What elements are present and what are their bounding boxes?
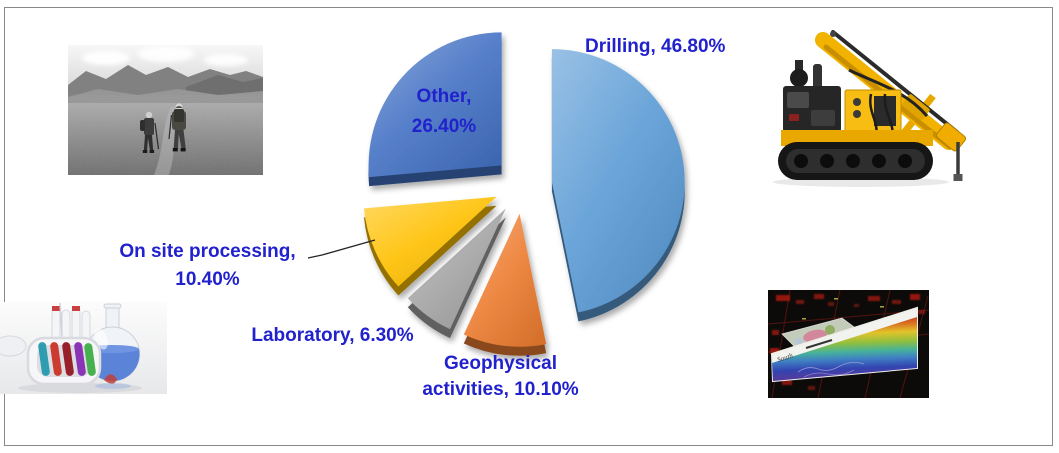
field-geologists-photo [68, 45, 263, 175]
spilled-sample [104, 374, 117, 384]
hiker-right [168, 103, 186, 152]
watch-glass [0, 335, 27, 357]
drill-rig-illustration [773, 30, 967, 187]
pie-slice-laboratory [407, 208, 506, 339]
slide-border [4, 7, 1053, 446]
hiker-left [140, 111, 160, 153]
laboratory-illustration [0, 302, 167, 394]
tube-rack [26, 336, 102, 386]
pie-slice-on-site-processing [364, 196, 497, 296]
data-label-on-site-processing: On site processing, 10.40% [119, 241, 296, 290]
data-label-laboratory: Laboratory, 6.30% [251, 325, 414, 346]
pie-slice-geophysical-activities [463, 213, 547, 356]
geophysical-illustration: South [768, 290, 929, 398]
rack-test-tubes [38, 342, 96, 376]
pie-slice-drilling [551, 49, 685, 322]
blue-reflection [95, 383, 131, 389]
field-geologists-illustration [68, 45, 263, 175]
data-label-drilling: Drilling, 46.80% [585, 36, 726, 57]
engine-block [783, 60, 841, 132]
data-label-other: Other, 26.40% [411, 86, 477, 137]
clouds [82, 46, 248, 66]
data-label-geophysical-activities: Geophysical activities, 10.10% [422, 353, 579, 400]
cross-section-panel: South [770, 306, 918, 383]
table-shadow [18, 383, 142, 393]
crawler-tracks [778, 142, 933, 180]
drill-rig-photo [753, 30, 993, 190]
hose-long [848, 68, 929, 117]
grain-texture [68, 95, 263, 175]
laboratory-photo [0, 302, 167, 394]
geophysical-survey-photo: South [768, 290, 929, 398]
scale-bar [805, 339, 833, 349]
leader-line-on-site-processing [307, 239, 376, 259]
pie-slice-other [368, 32, 502, 187]
drill-head [935, 122, 967, 181]
